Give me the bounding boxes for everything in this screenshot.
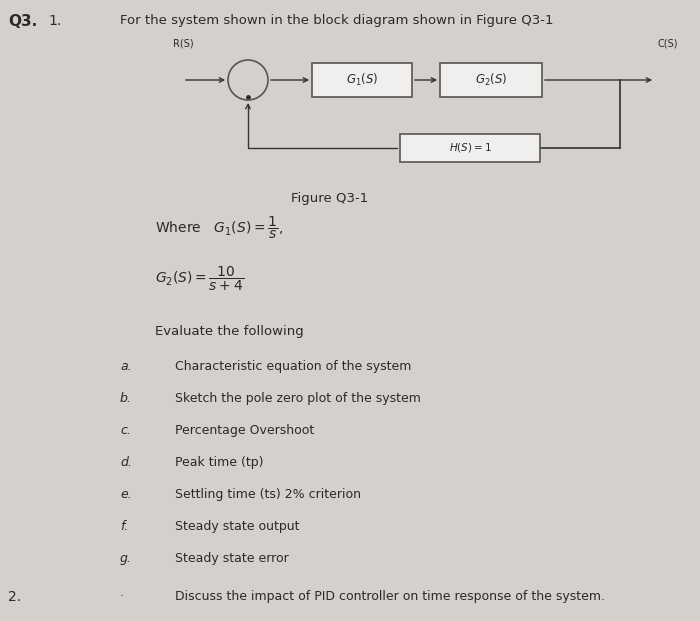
Text: f.: f. (120, 520, 128, 533)
Text: Percentage Overshoot: Percentage Overshoot (175, 424, 314, 437)
Text: e.: e. (120, 488, 132, 501)
Text: $H(S){=}1$: $H(S){=}1$ (449, 142, 491, 155)
Text: a.: a. (120, 360, 132, 373)
Text: Sketch the pole zero plot of the system: Sketch the pole zero plot of the system (175, 392, 421, 405)
Text: $G_2(S)=\dfrac{10}{s+4}$: $G_2(S)=\dfrac{10}{s+4}$ (155, 265, 244, 293)
Text: ·: · (120, 590, 124, 603)
Text: Figure Q3-1: Figure Q3-1 (291, 192, 369, 205)
Text: Evaluate the following: Evaluate the following (155, 325, 304, 338)
Text: 1.: 1. (48, 14, 62, 28)
Text: Characteristic equation of the system: Characteristic equation of the system (175, 360, 412, 373)
Text: $G_1(S)$: $G_1(S)$ (346, 72, 378, 88)
Text: g.: g. (120, 552, 132, 565)
Text: For the system shown in the block diagram shown in Figure Q3-1: For the system shown in the block diagra… (120, 14, 554, 27)
Text: Where   $G_1(S)=\dfrac{1}{s},$: Where $G_1(S)=\dfrac{1}{s},$ (155, 215, 283, 242)
Text: Discuss the impact of PID controller on time response of the system.: Discuss the impact of PID controller on … (175, 590, 605, 603)
Text: Steady state error: Steady state error (175, 552, 288, 565)
Text: Peak time (tp): Peak time (tp) (175, 456, 263, 469)
Text: Q3.: Q3. (8, 14, 37, 29)
FancyBboxPatch shape (312, 63, 412, 97)
Text: c.: c. (120, 424, 131, 437)
FancyBboxPatch shape (400, 134, 540, 162)
Text: 2.: 2. (8, 590, 21, 604)
FancyBboxPatch shape (440, 63, 542, 97)
Text: d.: d. (120, 456, 132, 469)
Text: Steady state output: Steady state output (175, 520, 300, 533)
Text: R(S): R(S) (173, 38, 193, 48)
Text: b.: b. (120, 392, 132, 405)
Text: Settling time (ts) 2% criterion: Settling time (ts) 2% criterion (175, 488, 361, 501)
Text: $G_2(S)$: $G_2(S)$ (475, 72, 508, 88)
Text: C(S): C(S) (658, 38, 678, 48)
